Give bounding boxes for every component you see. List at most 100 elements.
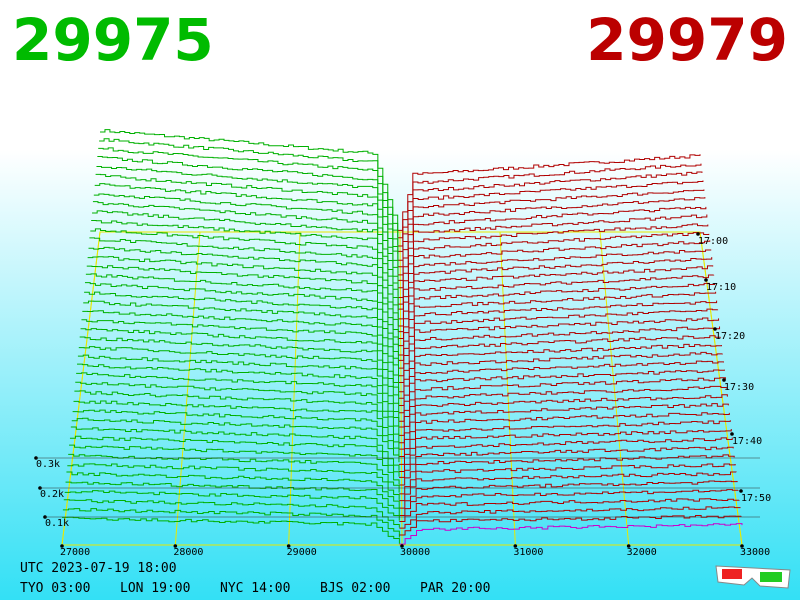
- price-grid-line: [499, 231, 516, 546]
- time-tick-label: 17:20: [715, 331, 745, 342]
- price-grid-line: [699, 231, 743, 546]
- bid-depth-line: [97, 155, 399, 254]
- bid-depth-line: [67, 463, 400, 500]
- price-tick: [286, 544, 291, 548]
- bid-depth-line: [95, 173, 399, 268]
- bid-depth-line: [77, 354, 400, 412]
- bid-depth-line: [79, 336, 400, 397]
- floor-grid: [61, 231, 743, 546]
- ask-depth-line: [399, 437, 733, 473]
- time-tick: [696, 232, 700, 236]
- red-lens: [722, 569, 742, 579]
- bid-depth-line: [94, 183, 399, 274]
- bid-depth-line: [65, 481, 400, 516]
- axis-labels: 27000 28000 29000 30000 31000 32000 33000 0.1k 0…: [34, 232, 771, 558]
- bid-depth-line: [62, 508, 400, 538]
- ask-price: 29979: [586, 6, 788, 74]
- time-tick-label: 17:30: [724, 382, 754, 393]
- ask-depth-line: [398, 377, 726, 422]
- ask-depth-line: [398, 412, 730, 450]
- ask-depth-line: [398, 308, 719, 361]
- price-grid-line: [288, 231, 301, 546]
- time-tick-label: 17:40: [732, 436, 762, 447]
- ask-depth-line: [399, 454, 735, 486]
- time-tick: [713, 327, 717, 331]
- ask-depth-line: [398, 257, 713, 320]
- bid-depth-line: [64, 490, 400, 521]
- bid-depth-line: [82, 310, 399, 377]
- bid-depth-line: [90, 228, 399, 312]
- price-tick: [400, 544, 404, 548]
- city-time: TYO 03:00: [20, 581, 90, 596]
- price-grid-line: [599, 231, 630, 546]
- ask-depth-line: [398, 335, 722, 383]
- bid-depth-line: [77, 363, 400, 421]
- bid-depth-line: [93, 193, 399, 282]
- utc-time: UTC 2023-07-19 18:00: [20, 561, 177, 576]
- city-time: PAR 20:00: [420, 581, 490, 596]
- ask-depth-line: [398, 317, 720, 369]
- depth-curves: [62, 129, 743, 545]
- bid-depth-line: [72, 409, 400, 457]
- time-tick-label: 17:00: [698, 236, 728, 247]
- price-tick: [60, 544, 64, 548]
- ask-depth-line: [399, 480, 738, 509]
- ask-depth-line: [397, 163, 702, 239]
- ask-depth-line: [398, 249, 712, 310]
- ask-depth-line: [399, 506, 741, 529]
- price-grid-line: [174, 231, 201, 546]
- bid-depth-line: [66, 471, 400, 508]
- time-tick: [739, 489, 743, 493]
- ask-depth-line: [397, 154, 701, 231]
- ask-depth-line: [398, 274, 715, 333]
- bid-depth-line: [88, 246, 399, 327]
- ask-depth-line: [399, 471, 737, 502]
- ask-depth-line: [399, 489, 739, 516]
- price-tick-label: 27000: [60, 547, 90, 558]
- bid-depth-line: [69, 435, 400, 477]
- bid-depth-line: [92, 210, 399, 296]
- ask-depth-line: [399, 498, 740, 523]
- bid-depth-line: [84, 291, 399, 363]
- ask-depth-line: [398, 394, 728, 436]
- ask-depth-line: [399, 446, 734, 478]
- ask-depth-line: [398, 232, 710, 299]
- depth-tick-label: 0.1k: [45, 518, 69, 529]
- ask-depth-line: [397, 180, 704, 252]
- bid-depth-line: [91, 220, 399, 305]
- bid-depth-line: [70, 426, 400, 471]
- bid-depth-line: [80, 328, 400, 391]
- ask-depth-line: [398, 385, 727, 428]
- bid-depth-line: [75, 381, 400, 435]
- price-tick: [740, 544, 744, 548]
- price-tick-label: 31000: [513, 547, 543, 558]
- bid-depth-line: [98, 147, 399, 246]
- ask-depth-line: [397, 189, 705, 261]
- price-tick-label: 32000: [627, 547, 657, 558]
- price-tick-label: 28000: [173, 547, 203, 558]
- time-tick: [722, 378, 726, 382]
- bid-depth-line: [73, 400, 400, 449]
- ask-depth-line: [398, 420, 731, 457]
- ask-depth-line: [398, 282, 716, 339]
- price-tick-label: 29000: [287, 547, 317, 558]
- bid-depth-line: [74, 390, 400, 443]
- time-tick-label: 17:10: [706, 282, 736, 293]
- glasses-icon: [715, 565, 791, 589]
- bid-depth-line: [99, 138, 399, 238]
- price-tick: [513, 544, 518, 548]
- time-tick: [704, 278, 708, 282]
- ask-depth-line: [398, 369, 725, 414]
- price-tick: [626, 544, 631, 548]
- ask-depth-line: [398, 223, 709, 289]
- ask-depth-line: [398, 403, 729, 444]
- price-tick-label: 30000: [400, 547, 430, 558]
- bid-depth-line: [68, 453, 400, 493]
- ask-depth-line: [398, 265, 714, 327]
- bid-depth-line: [84, 282, 399, 356]
- bid-depth-line: [76, 372, 400, 426]
- bid-depth-line: [69, 444, 400, 485]
- time-tick-label: 17:50: [741, 493, 771, 504]
- ask-depth-line: [397, 214, 708, 281]
